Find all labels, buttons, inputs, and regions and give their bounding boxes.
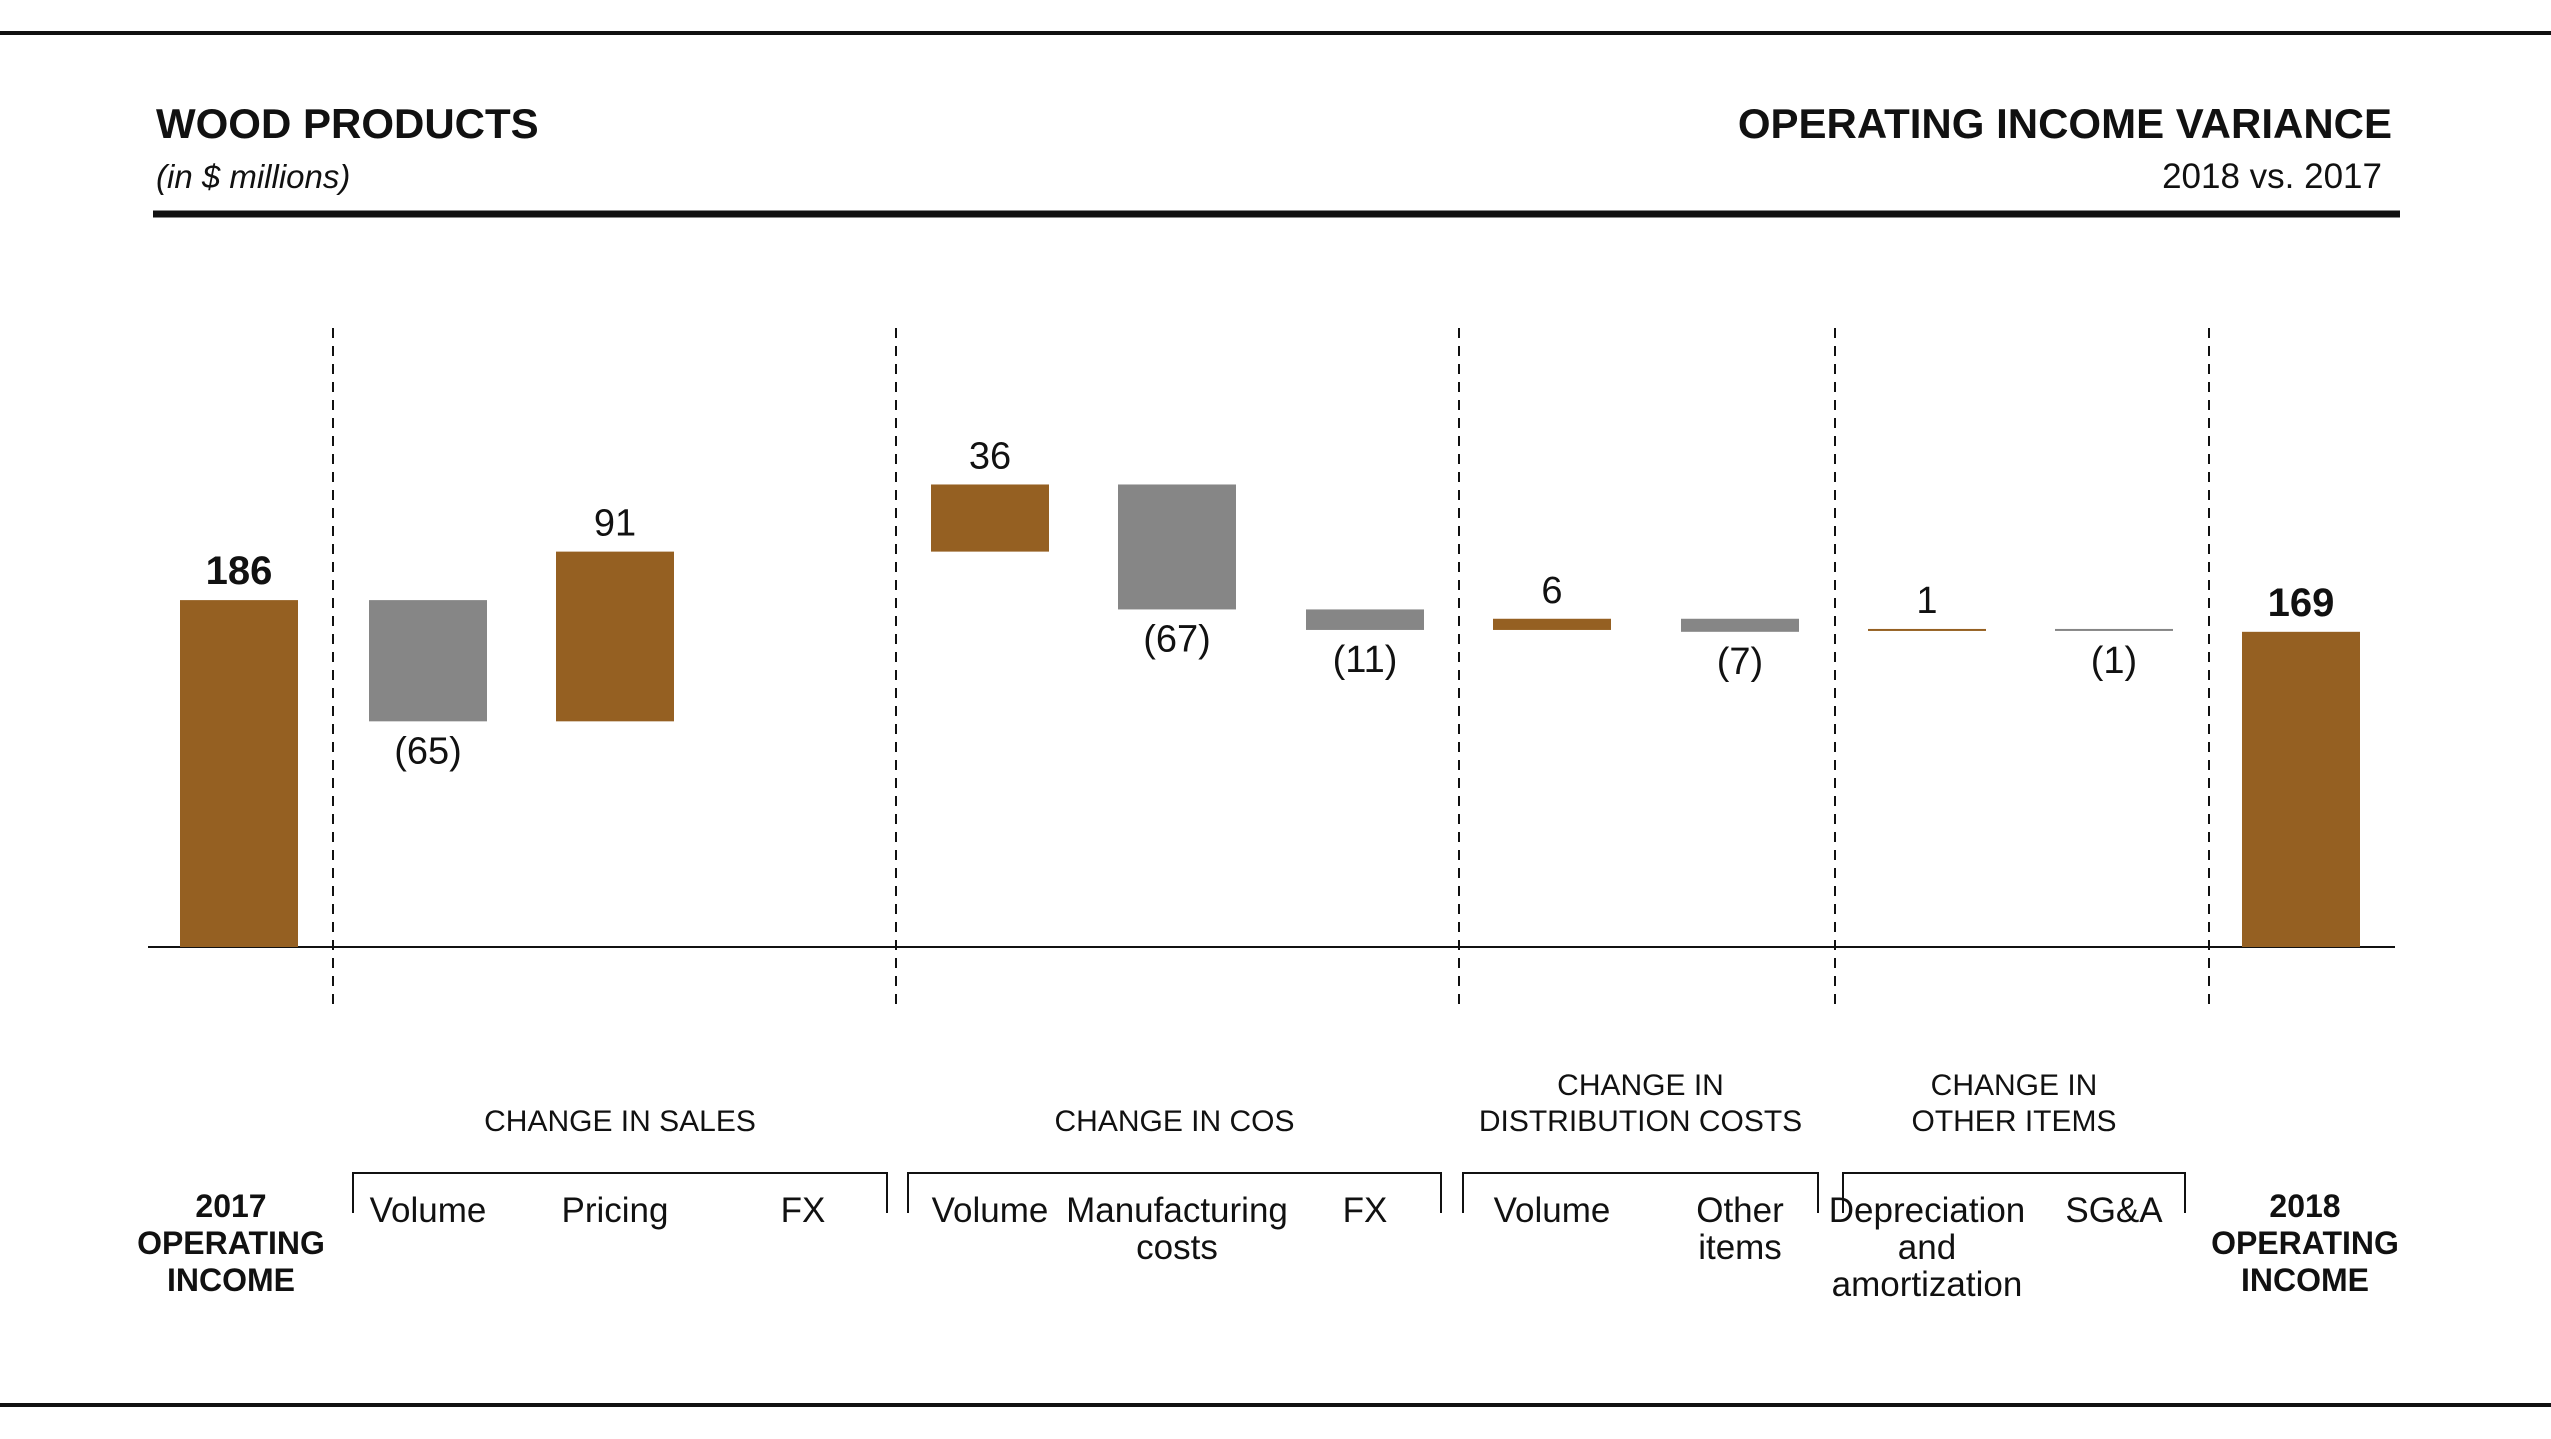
bar-step-1-2 <box>1306 609 1424 630</box>
chart-subtitle-right: 2018 vs. 2017 <box>2162 157 2382 196</box>
category-label-2017-line2: INCOME <box>167 1262 295 1298</box>
category-label-2-0: Volume <box>1494 1191 1611 1230</box>
category-label-1-1-line1: costs <box>1136 1228 1218 1267</box>
category-label-3-1: SG&A <box>2065 1191 2163 1230</box>
group-bracket-0 <box>352 1172 888 1213</box>
bar-step-0-1 <box>556 551 674 722</box>
unit-note: (in $ millions) <box>156 158 350 195</box>
value-label-step-3-1: (1) <box>2091 640 2137 682</box>
bar-2017-operating-income <box>180 600 298 947</box>
value-label-step-0-0: (65) <box>394 730 462 772</box>
group-title-3-line1: CHANGE IN <box>1931 1069 2098 1102</box>
value-label-2018: 169 <box>2268 581 2335 625</box>
value-label-2017: 186 <box>206 549 273 593</box>
plot-area: 186 (65) 91 36 (67) (11) 6 (7) 1 (1) 169 CHANGE IN … <box>137 328 2399 1304</box>
category-label-2017-line0: 2017 <box>195 1188 266 1224</box>
group-title-3-line2: OTHER ITEMS <box>1911 1105 2116 1138</box>
category-label-1-1-line0: Manufacturing <box>1066 1191 1288 1230</box>
category-label-3-0-line0: Depreciation <box>1829 1191 2026 1230</box>
bar-step-2-1 <box>1681 618 1799 632</box>
value-label-step-2-0: 6 <box>1541 570 1562 612</box>
value-label-step-3-0: 1 <box>1916 580 1937 622</box>
group-bracket-1 <box>907 1172 1442 1213</box>
value-label-step-1-1: (67) <box>1143 618 1211 660</box>
chart-title-right: OPERATING INCOME VARIANCE <box>1738 100 2392 147</box>
group-title-1: CHANGE IN COS <box>1054 1105 1294 1138</box>
bar-step-1-1 <box>1118 484 1236 610</box>
category-label-2018-line2: INCOME <box>2241 1262 2369 1298</box>
bar-step-0-0 <box>369 600 487 722</box>
category-label-3-0-line1: and <box>1898 1228 1956 1267</box>
bar-step-2-0 <box>1493 618 1611 630</box>
group-bracket-3 <box>1842 1172 2186 1213</box>
bar-step-3-0 <box>1868 628 1986 631</box>
category-label-0-1: Pricing <box>562 1191 669 1230</box>
category-label-0-0: Volume <box>370 1191 487 1230</box>
category-label-2018-line1: OPERATING <box>2211 1225 2399 1261</box>
bar-step-3-1 <box>2055 628 2173 631</box>
group-bracket-2 <box>1462 1172 1819 1213</box>
bar-2018-operating-income <box>2242 631 2360 947</box>
chart-title-left: WOOD PRODUCTS <box>156 100 539 147</box>
group-title-0: CHANGE IN SALES <box>484 1105 756 1138</box>
value-label-step-1-0: 36 <box>969 435 1011 477</box>
value-label-step-2-1: (7) <box>1717 641 1763 683</box>
value-label-step-1-2: (11) <box>1333 639 1398 681</box>
category-label-3-0-line2: amortization <box>1832 1265 2023 1304</box>
category-label-1-0: Volume <box>932 1191 1049 1230</box>
category-label-0-2: FX <box>781 1191 826 1230</box>
bar-step-1-0 <box>931 484 1049 552</box>
group-title-2-line1: CHANGE IN <box>1557 1069 1724 1102</box>
group-title-2-line2: DISTRIBUTION COSTS <box>1479 1105 1802 1138</box>
category-label-1-2: FX <box>1343 1191 1388 1230</box>
category-label-2018-line0: 2018 <box>2269 1188 2340 1224</box>
category-label-2017-line1: OPERATING <box>137 1225 325 1261</box>
category-label-2-1-line1: items <box>1698 1228 1782 1267</box>
value-label-step-0-1: 91 <box>594 503 636 545</box>
category-label-2-1-line0: Other <box>1696 1191 1784 1230</box>
